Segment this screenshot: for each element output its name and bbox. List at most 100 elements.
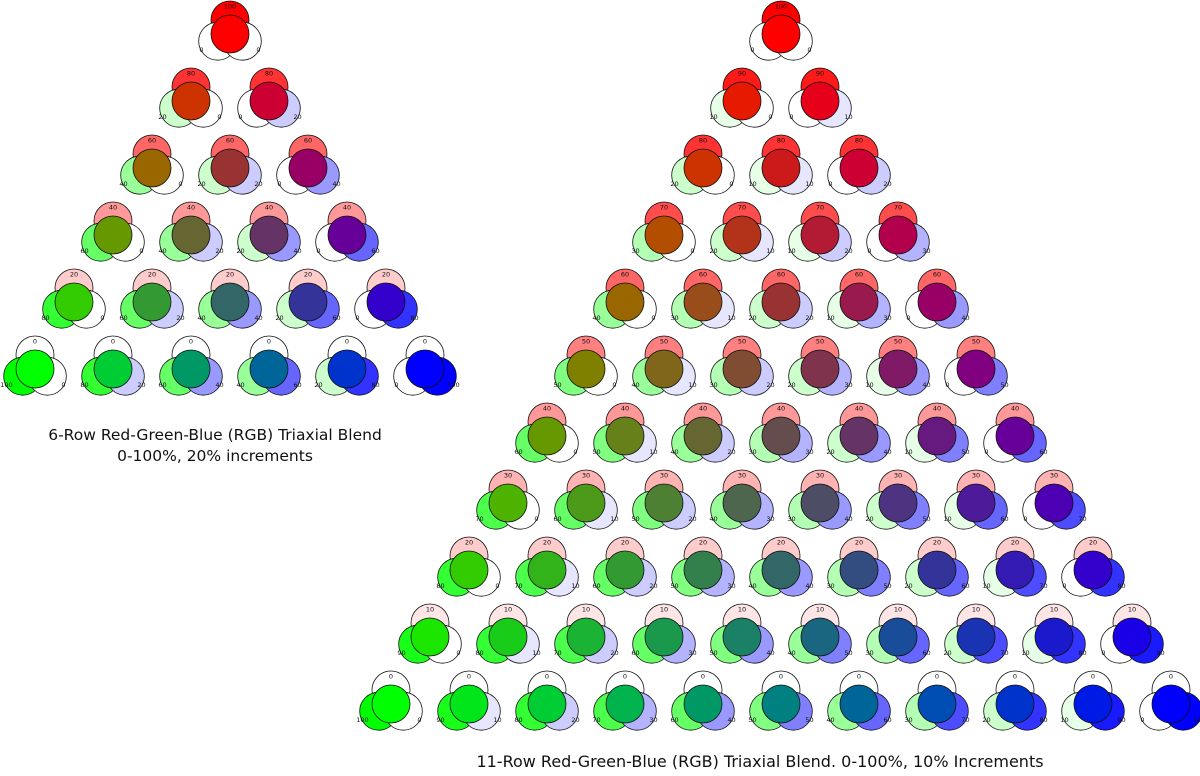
blue-percent-label: 20 (883, 180, 891, 188)
blend-result-circle (722, 81, 762, 121)
green-percent-label: 80 (436, 582, 444, 590)
blend-cell: 40 0 60 (315, 201, 380, 262)
red-percent-label: 40 (343, 203, 351, 211)
blue-percent-label: 0 (690, 247, 694, 255)
blend-cell: 40 60 0 (80, 201, 145, 262)
blue-percent-label: 0 (573, 448, 577, 456)
blue-percent-label: 40 (293, 247, 301, 255)
blue-percent-label: 50 (805, 716, 813, 724)
blend-cell: 0 90 10 (436, 670, 502, 731)
green-percent-label: 0 (750, 46, 754, 54)
blend-result-circle (171, 81, 211, 121)
red-percent-label: 0 (623, 672, 627, 680)
green-percent-label: 20 (748, 314, 756, 322)
blend-result-circle (405, 349, 445, 389)
red-percent-label: 30 (582, 471, 590, 479)
blue-percent-label: 0 (495, 582, 499, 590)
green-percent-label: 60 (592, 582, 600, 590)
blend-cell: 30 0 70 (1022, 469, 1087, 530)
green-percent-label: 80 (514, 716, 522, 724)
green-percent-label: 20 (826, 448, 834, 456)
green-percent-label: 50 (553, 381, 561, 389)
red-percent-label: 60 (933, 270, 941, 278)
red-percent-label: 0 (857, 672, 861, 680)
red-percent-label: 10 (1050, 605, 1058, 613)
red-percent-label: 60 (621, 270, 629, 278)
green-percent-label: 10 (787, 247, 795, 255)
six-row-caption-title: 6-Row Red-Green-Blue (RGB) Triaxial Blen… (48, 426, 382, 444)
blend-cell: 100 0 0 (749, 0, 813, 61)
red-percent-label: 0 (267, 337, 271, 345)
blue-percent-label: 30 (766, 515, 774, 523)
green-percent-label: 40 (787, 649, 795, 657)
green-percent-label: 50 (592, 448, 600, 456)
green-percent-label: 70 (553, 649, 561, 657)
red-percent-label: 0 (545, 672, 549, 680)
blend-result-circle (878, 349, 918, 389)
blend-cell: 60 30 10 (670, 268, 736, 329)
blend-result-circle (722, 617, 762, 657)
blend-cell: 40 30 30 (748, 402, 814, 463)
blue-percent-label: 10 (571, 582, 579, 590)
blue-percent-label: 30 (649, 716, 657, 724)
blue-percent-label: 20 (727, 448, 735, 456)
blend-result-circle (605, 416, 645, 456)
red-percent-label: 50 (582, 337, 590, 345)
green-percent-label: 10 (748, 180, 756, 188)
blend-cell: 0 50 50 (748, 670, 814, 731)
blend-result-circle (210, 148, 250, 188)
blue-percent-label: 60 (371, 247, 379, 255)
blend-result-circle (1034, 483, 1074, 523)
blue-percent-label: 20 (293, 113, 301, 121)
green-percent-label: 10 (943, 515, 951, 523)
green-percent-label: 30 (670, 314, 678, 322)
red-percent-label: 50 (660, 337, 668, 345)
green-percent-label: 0 (906, 314, 910, 322)
blue-percent-label: 10 (649, 448, 657, 456)
green-percent-label: 40 (236, 381, 244, 389)
green-percent-label: 30 (865, 649, 873, 657)
blend-result-circle (839, 416, 879, 456)
blend-result-circle (917, 416, 957, 456)
red-percent-label: 30 (1050, 471, 1058, 479)
red-percent-label: 0 (33, 337, 37, 345)
green-percent-label: 100 (356, 716, 368, 724)
blend-result-circle (683, 282, 723, 322)
blue-percent-label: 20 (766, 381, 774, 389)
green-percent-label: 40 (748, 582, 756, 590)
red-percent-label: 20 (933, 538, 941, 546)
blend-cell: 40 60 0 (514, 402, 579, 463)
blend-result-circle (249, 215, 289, 255)
blend-cell: 40 40 20 (670, 402, 736, 463)
blend-result-circle (722, 215, 762, 255)
blue-percent-label: 30 (727, 582, 735, 590)
red-percent-label: 0 (1091, 672, 1095, 680)
green-percent-label: 30 (787, 515, 795, 523)
green-percent-label: 0 (238, 113, 242, 121)
green-percent-label: 0 (984, 448, 988, 456)
green-percent-label: 0 (945, 381, 949, 389)
blend-cell: 90 10 0 (709, 67, 774, 128)
blue-percent-label: 50 (922, 515, 930, 523)
blue-percent-label: 50 (1000, 381, 1008, 389)
blend-cell: 0 0 100 (1139, 670, 1200, 731)
blend-cell: 0 100 0 (0, 335, 67, 396)
blend-cell: 20 60 20 (592, 536, 658, 597)
blend-result-circle (917, 684, 957, 724)
blend-result-circle (1151, 684, 1191, 724)
red-percent-label: 30 (738, 471, 746, 479)
blend-cell: 30 70 0 (475, 469, 540, 530)
blue-percent-label: 20 (176, 314, 184, 322)
green-percent-label: 80 (475, 649, 483, 657)
blend-cell: 40 20 40 (236, 201, 302, 262)
red-percent-label: 20 (777, 538, 785, 546)
blend-cell: 0 60 40 (670, 670, 736, 731)
red-percent-label: 20 (148, 270, 156, 278)
blend-result-circle (288, 148, 328, 188)
green-percent-label: 60 (80, 247, 88, 255)
green-percent-label: 100 (0, 381, 12, 389)
blend-result-circle (644, 349, 684, 389)
blend-result-circle (171, 215, 211, 255)
red-percent-label: 80 (855, 136, 863, 144)
